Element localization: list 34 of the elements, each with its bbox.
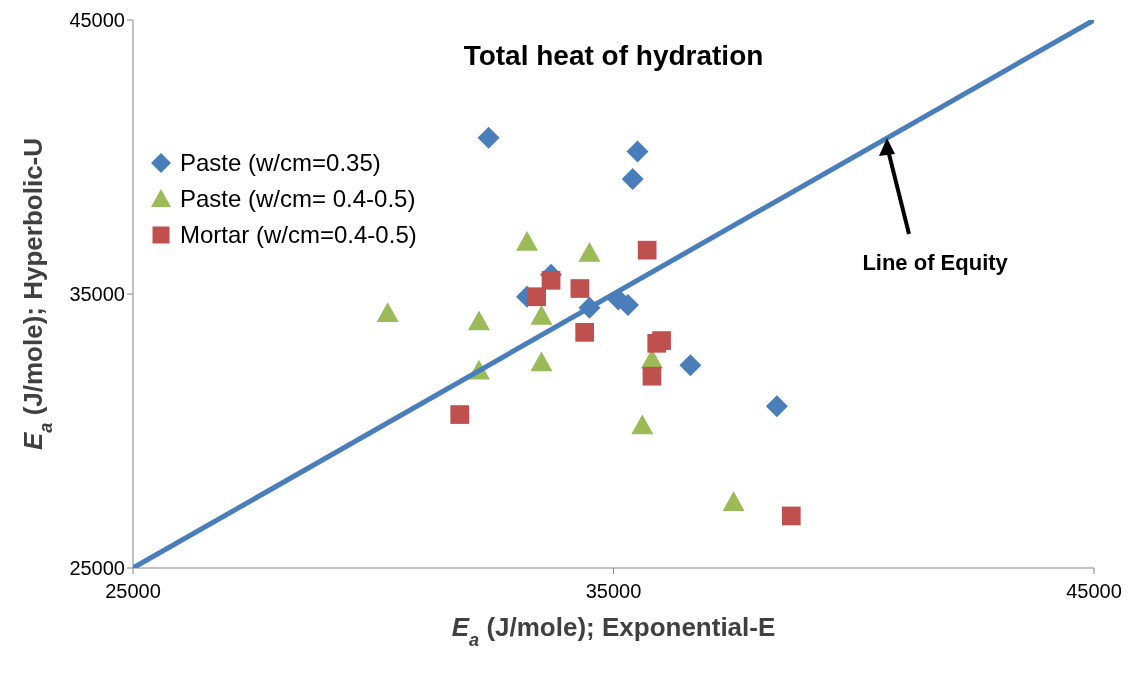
point [722,491,745,512]
annotation: Line of Equity [862,249,1008,276]
point [530,351,553,372]
legend-label: Paste (w/cm=0.35) [180,149,381,177]
x-tick-label: 25000 [105,580,161,603]
point [467,310,490,331]
point [450,405,470,424]
legend-label: Mortar (w/cm=0.4-0.5) [180,221,417,249]
point [679,354,702,377]
point [376,302,399,322]
point [578,241,601,262]
point [516,230,539,251]
point [575,323,595,342]
x-tick-label: 35000 [585,580,642,603]
point [642,366,662,386]
point [527,287,546,307]
x-tick-label: 45000 [1066,580,1122,603]
point [781,506,801,526]
point [477,126,500,149]
point [626,140,649,163]
y-tick-label: 35000 [69,283,125,306]
point [541,270,561,290]
point [621,167,644,190]
point [631,414,654,435]
y-tick-label: 25000 [69,557,125,580]
legend-label: Paste (w/cm= 0.4-0.5) [180,185,416,213]
y-tick-label: 45000 [69,9,125,32]
point [765,395,788,418]
point [570,279,590,298]
point [637,240,657,260]
x-axis-title: E$_{a}$ (J/mole); Exponential-E [451,612,776,650]
text: Total heat of hydration [463,40,764,71]
point [530,304,553,325]
point [652,331,671,350]
